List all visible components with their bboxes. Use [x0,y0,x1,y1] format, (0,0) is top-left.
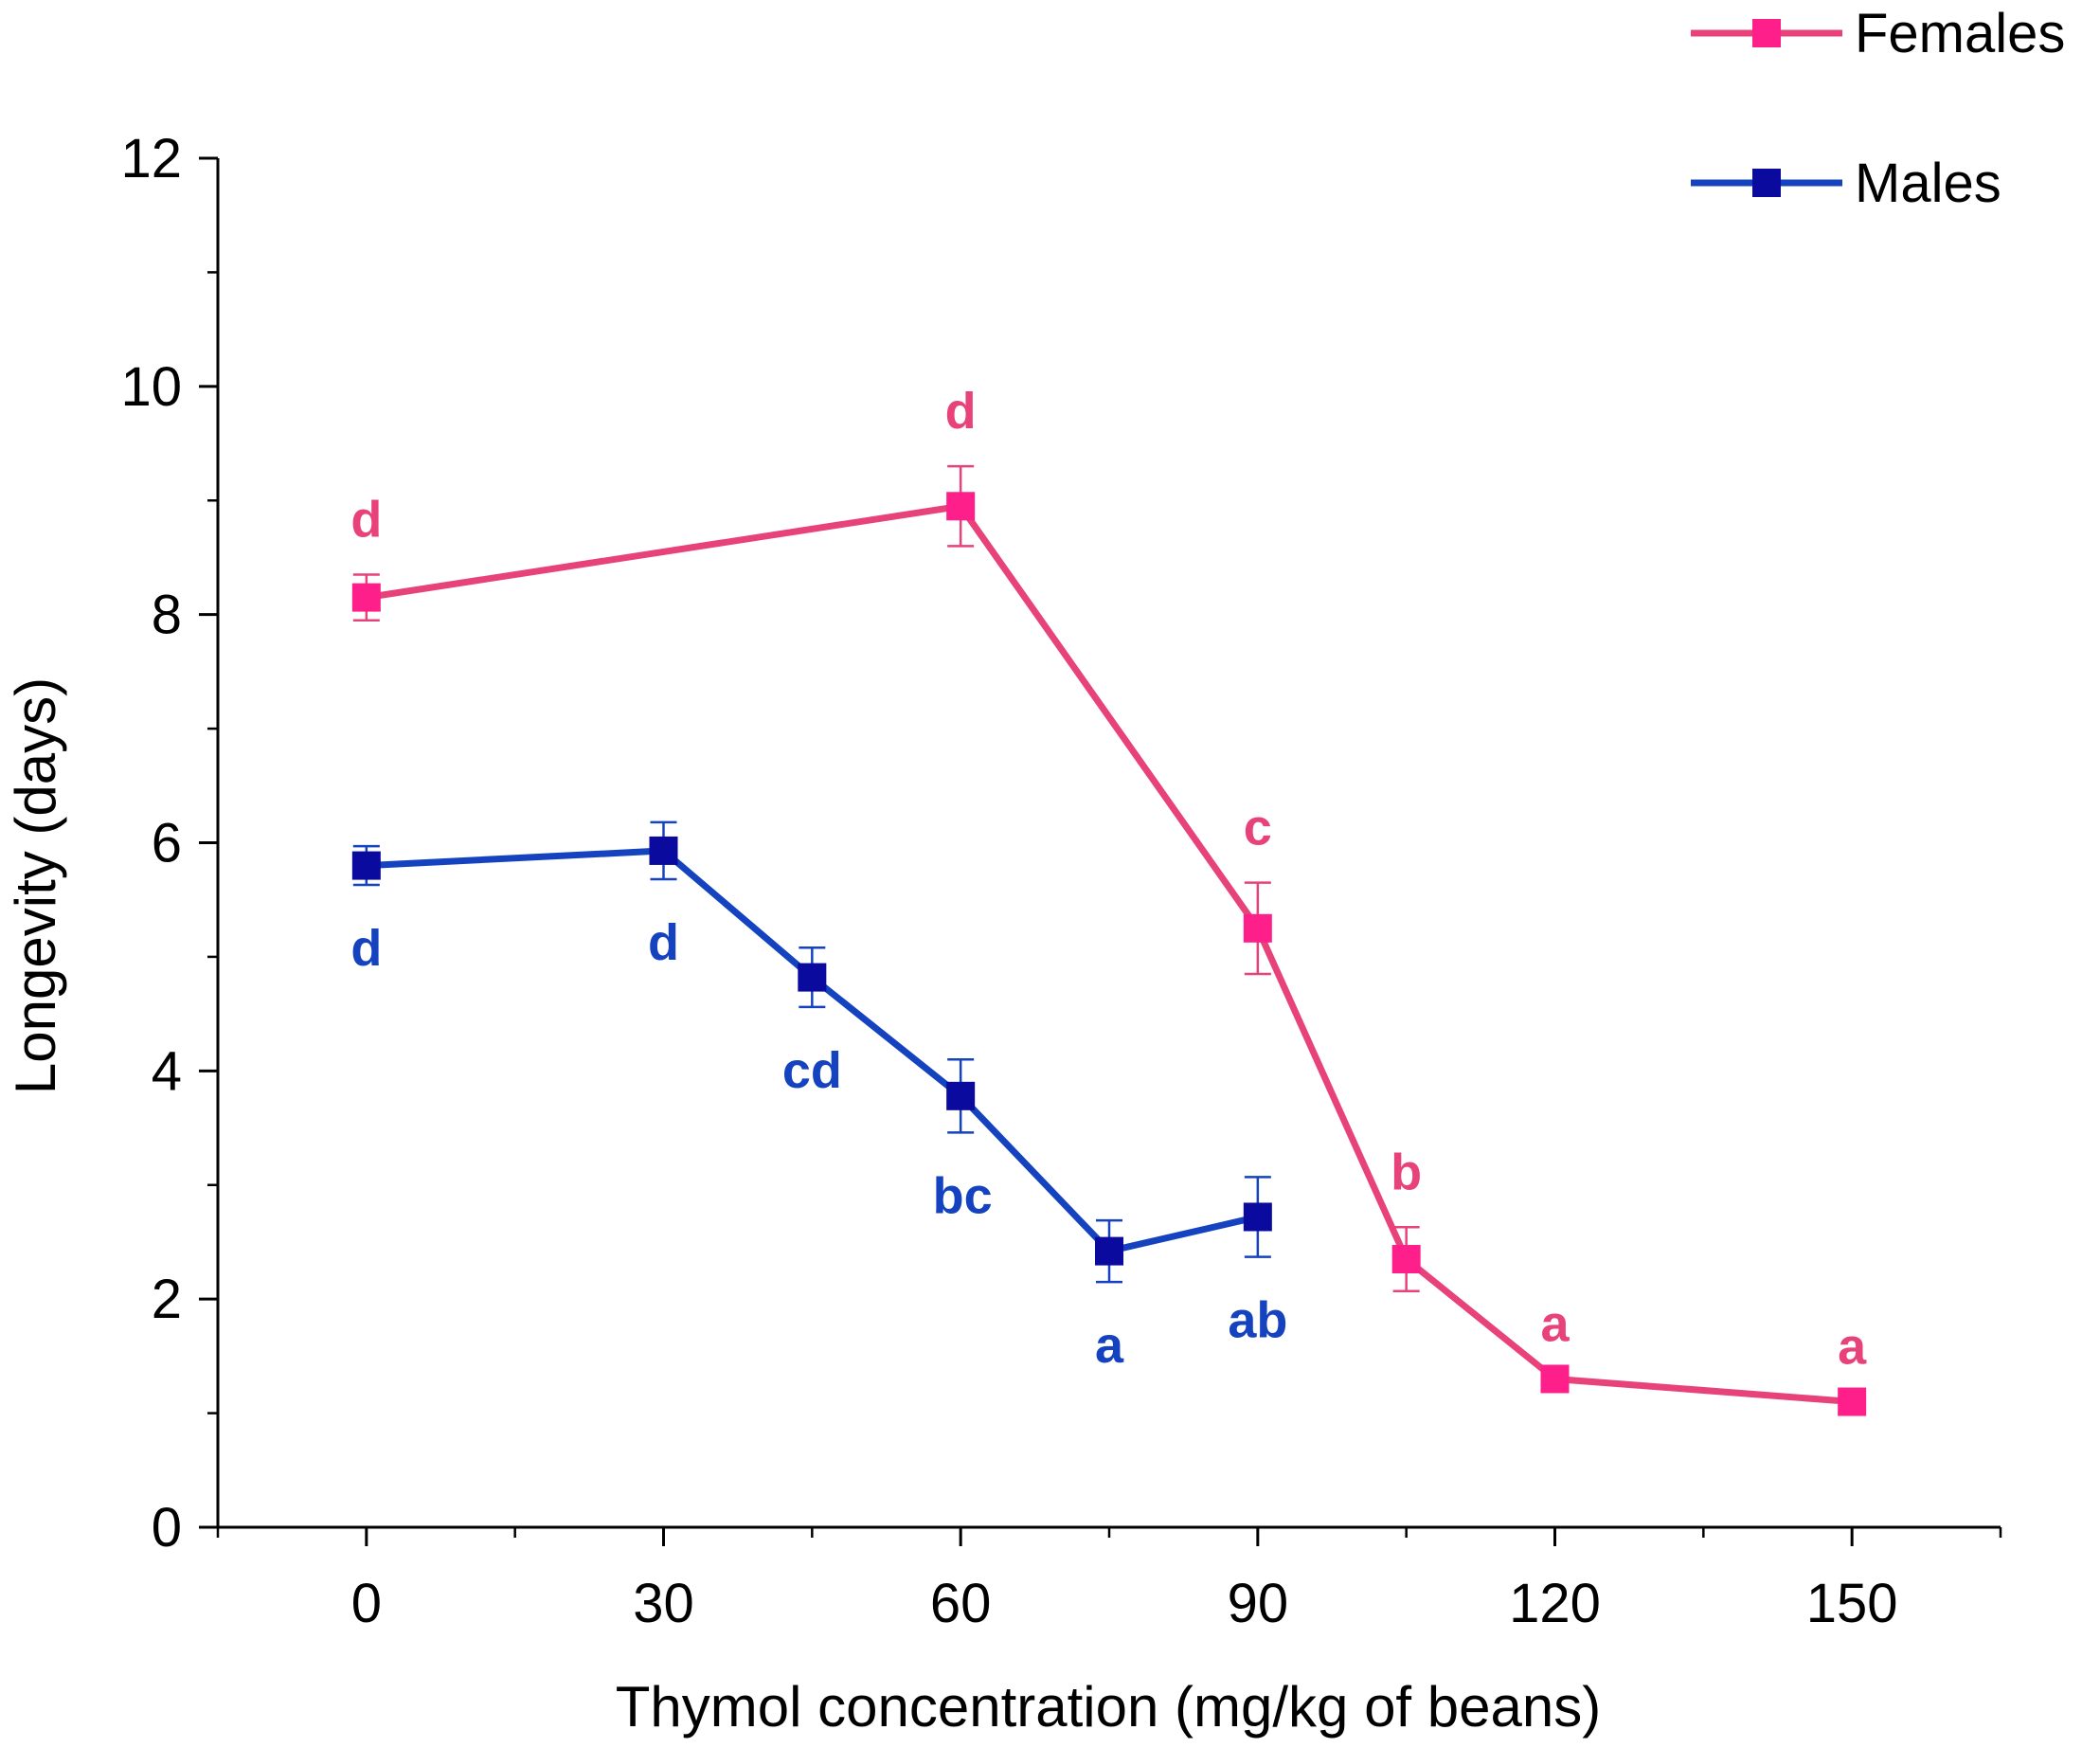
females-marker [1243,913,1272,943]
males-marker [1243,1202,1272,1232]
females-marker [351,583,381,612]
females-marker [1391,1245,1421,1274]
females-marker [946,492,976,521]
females-marker [1838,1387,1867,1416]
y-tick-label: 6 [152,813,182,874]
x-axis-title: Thymol concentration (mg/kg of beans) [616,1675,1601,1739]
y-tick-label: 12 [120,128,182,189]
males-marker [1095,1236,1123,1266]
x-tick-label: 60 [930,1573,992,1634]
males-significance-label: d [648,914,679,971]
ticks: 0 30 60 90 120 150 0 2 4 6 8 10 12 [120,128,2002,1634]
males-significance-label: d [350,920,382,977]
legend-males-marker [1752,169,1781,197]
y-tick-label: 0 [152,1497,182,1559]
males-significance-label: cd [782,1042,842,1099]
series-females: d d c b a a [350,383,1867,1416]
y-tick-label: 10 [120,356,182,418]
legend-item-males: Males [1691,153,2001,214]
males-significance-label: bc [933,1167,993,1224]
males-significance-label: a [1095,1317,1124,1374]
legend-females-label: Females [1855,3,2065,64]
x-tick-label: 0 [351,1573,382,1634]
y-tick-label: 8 [152,585,182,646]
males-line [366,847,1259,1255]
x-tick-label: 30 [633,1573,694,1634]
y-tick-label: 4 [152,1040,182,1102]
females-significance-label: a [1540,1295,1570,1352]
x-tick-label: 150 [1806,1573,1898,1634]
females-significance-label: b [1391,1144,1422,1200]
females-significance-label: c [1244,800,1272,856]
females-significance-label: a [1838,1319,1867,1376]
series-males: d d cd bc a ab [350,820,1287,1374]
legend-males-label: Males [1855,153,2001,214]
males-marker [351,851,381,880]
legend-item-females: Females [1691,3,2065,64]
y-tick-label: 2 [152,1269,182,1330]
females-marker [1540,1364,1570,1394]
females-significance-label: d [350,492,382,549]
y-axis-title: Longevity (days) [4,677,67,1094]
series-layer: d d c b a a d d cd bc a ab [350,383,1867,1416]
males-significance-label: ab [1228,1292,1287,1349]
legend: Females Males [1691,3,2065,214]
legend-females-marker [1752,19,1781,47]
males-marker [946,1081,976,1110]
females-significance-label: d [945,383,977,440]
x-tick-label: 90 [1228,1573,1289,1634]
males-marker [798,963,827,992]
x-tick-label: 120 [1509,1573,1601,1634]
females-line [366,502,1853,1406]
males-marker [649,836,678,865]
